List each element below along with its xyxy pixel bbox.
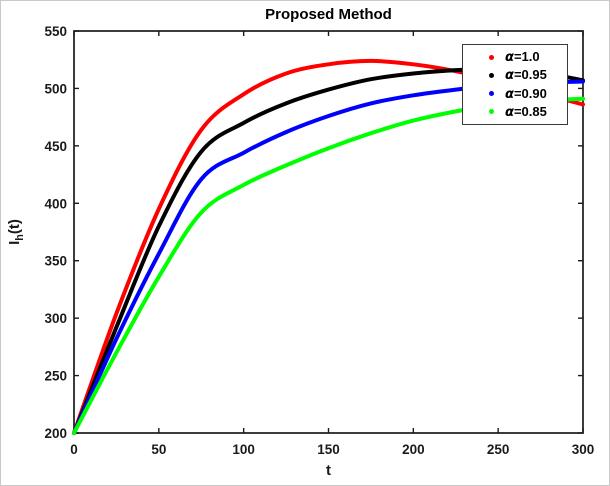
y-tick-label: 250 bbox=[44, 369, 67, 384]
legend-item: α=1.0 bbox=[463, 48, 567, 66]
y-axis-label-subscript: h bbox=[14, 234, 26, 241]
legend-marker-dot bbox=[489, 72, 494, 78]
x-tick-label: 0 bbox=[70, 442, 78, 457]
legend-marker-dot bbox=[489, 54, 494, 60]
y-tick-label: 450 bbox=[44, 139, 67, 154]
y-tick-label: 550 bbox=[44, 24, 67, 39]
x-tick-label: 150 bbox=[317, 442, 340, 457]
y-tick-label: 200 bbox=[44, 426, 67, 441]
x-tick-label: 100 bbox=[232, 442, 255, 457]
x-axis-label: t bbox=[326, 462, 331, 479]
legend: α=1.0 α=0.95 α=0.90 α=0.85 bbox=[462, 44, 568, 125]
legend-marker-dot bbox=[489, 91, 494, 97]
x-tick-label: 50 bbox=[151, 442, 166, 457]
x-tick-label: 200 bbox=[402, 442, 425, 457]
y-axis-label: Ih(t) bbox=[6, 219, 26, 245]
legend-item-label: α=1.0 bbox=[505, 49, 540, 66]
x-tick-label: 250 bbox=[487, 442, 510, 457]
y-tick-label: 300 bbox=[44, 311, 67, 326]
chart-title: Proposed Method bbox=[265, 6, 392, 23]
legend-item: α=0.90 bbox=[463, 85, 567, 103]
y-tick-label: 400 bbox=[44, 196, 67, 211]
y-tick-label: 500 bbox=[44, 81, 67, 96]
x-tick-label: 300 bbox=[572, 442, 595, 457]
legend-item-label: α=0.85 bbox=[505, 103, 547, 120]
legend-item: α=0.85 bbox=[463, 103, 567, 121]
legend-item: α=0.95 bbox=[463, 66, 567, 84]
y-tick-label: 350 bbox=[44, 254, 67, 269]
curve-alpha-0.90 bbox=[72, 79, 585, 435]
legend-item-label: α=0.95 bbox=[505, 67, 547, 84]
legend-item-label: α=0.90 bbox=[505, 85, 547, 102]
legend-marker-dot bbox=[489, 109, 494, 115]
